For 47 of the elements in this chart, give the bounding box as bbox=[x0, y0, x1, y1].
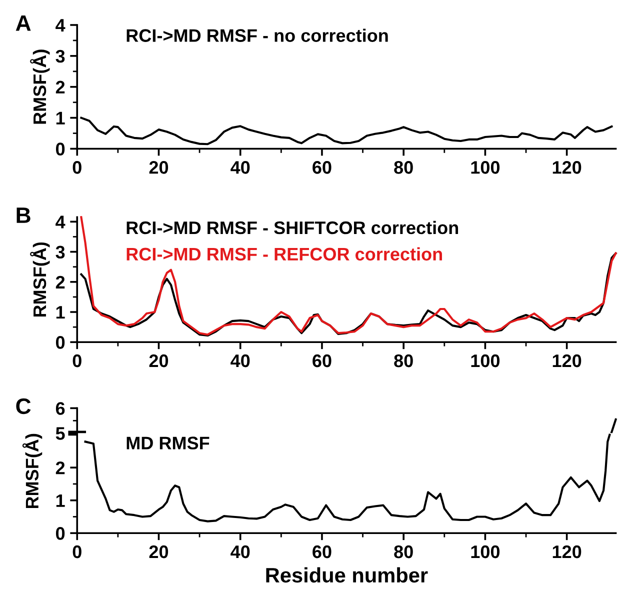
y-tick-label: 1 bbox=[56, 112, 65, 124]
y-tick-label: 1 bbox=[56, 494, 65, 507]
x-tick-label: 40 bbox=[230, 161, 250, 174]
x-tick-label: 20 bbox=[149, 545, 168, 558]
y-axis-title: RMSF(Å) bbox=[30, 242, 50, 317]
y-axis-title: RMSF(Å) bbox=[22, 434, 42, 508]
y-tick-label: 5 bbox=[56, 427, 65, 440]
x-tick-label: 120 bbox=[552, 545, 582, 558]
x-tick-label: 80 bbox=[394, 161, 413, 174]
x-tick-label: 60 bbox=[312, 545, 332, 558]
x-tick-label: 100 bbox=[471, 545, 500, 558]
x-tick-label: 60 bbox=[312, 354, 332, 368]
y-tick-label: 3 bbox=[56, 246, 65, 259]
x-tick-label: 0 bbox=[72, 545, 82, 558]
y-tick-label: 3 bbox=[56, 50, 65, 63]
text: RCI->MD RMSF - no correction bbox=[126, 28, 388, 42]
chart-title: A bbox=[16, 15, 31, 31]
x-tick-label: 40 bbox=[230, 354, 250, 368]
x-tick-label: 20 bbox=[149, 354, 168, 368]
x-tick-label: 100 bbox=[471, 354, 500, 368]
text: RCI->MD RMSF - SHIFTCOR correction bbox=[126, 220, 458, 234]
x-tick-label: 80 bbox=[394, 354, 413, 368]
x-tick-label: 40 bbox=[230, 545, 250, 558]
y-axis-title: RMSF(Å) bbox=[30, 50, 50, 124]
x-tick-label: 100 bbox=[471, 161, 500, 174]
x-tick-label: 0 bbox=[72, 161, 82, 174]
y-tick-label: 2 bbox=[56, 80, 65, 94]
y-tick-label: 6 bbox=[56, 402, 65, 415]
x-axis-title: Residue number bbox=[266, 567, 428, 583]
y-tick-label: 0 bbox=[56, 527, 65, 540]
chart-title: C bbox=[16, 398, 31, 414]
x-tick-label: 0 bbox=[72, 354, 82, 368]
y-tick-label: 0 bbox=[56, 142, 65, 156]
x-tick-label: 20 bbox=[149, 161, 168, 174]
x-tick-label: 80 bbox=[394, 545, 413, 558]
y-tick-label: 2 bbox=[56, 276, 65, 288]
x-tick-label: 120 bbox=[552, 354, 582, 368]
y-tick-label: 1 bbox=[56, 306, 65, 319]
x-tick-label: 120 bbox=[552, 161, 582, 174]
y-tick-label: 4 bbox=[56, 216, 66, 228]
y-tick-label: 0 bbox=[56, 336, 65, 349]
y-tick-label: 2 bbox=[56, 462, 65, 474]
x-tick-label: 60 bbox=[312, 161, 332, 174]
text: RCI->MD RMSF - REFCOR correction bbox=[126, 247, 442, 261]
chart-title: B bbox=[16, 208, 30, 223]
series-label: MD RMSF bbox=[126, 436, 210, 450]
y-tick-label: 4 bbox=[56, 19, 66, 32]
